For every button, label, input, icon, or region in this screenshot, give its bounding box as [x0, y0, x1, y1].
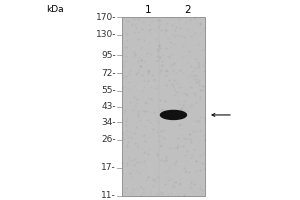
Text: 95-: 95- — [101, 51, 116, 60]
Text: 1: 1 — [145, 5, 151, 15]
Text: 26-: 26- — [101, 135, 116, 144]
Text: 11-: 11- — [101, 192, 116, 200]
Text: kDa: kDa — [46, 5, 64, 15]
Text: 130-: 130- — [95, 30, 116, 39]
Bar — [122, 17, 205, 196]
Text: 170-: 170- — [95, 12, 116, 21]
Text: 55-: 55- — [101, 86, 116, 95]
Text: 17-: 17- — [101, 163, 116, 172]
Text: 43-: 43- — [101, 102, 116, 111]
Text: 34-: 34- — [101, 118, 116, 127]
Ellipse shape — [160, 110, 187, 119]
Text: 2: 2 — [185, 5, 191, 15]
Text: 72-: 72- — [101, 69, 116, 78]
